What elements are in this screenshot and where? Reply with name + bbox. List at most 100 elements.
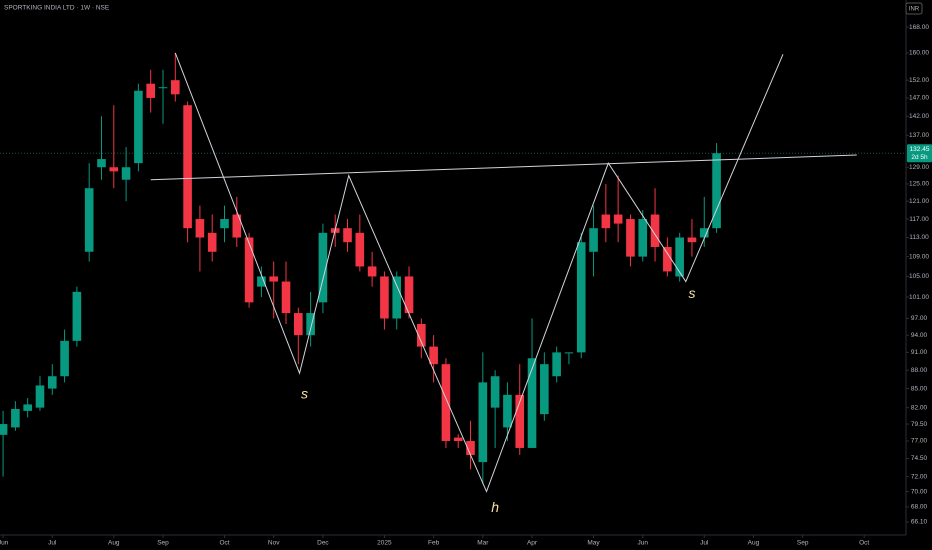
y-tick-label: 137.00 bbox=[909, 132, 929, 139]
candle-body bbox=[306, 313, 315, 336]
candle-body bbox=[11, 408, 20, 428]
y-tick-label: 79.50 bbox=[911, 421, 928, 428]
candle-body bbox=[503, 394, 512, 428]
y-tick-label: 168.00 bbox=[909, 24, 929, 31]
x-tick-label: Mar bbox=[477, 540, 489, 547]
y-tick-label: 147.00 bbox=[909, 95, 929, 102]
candle-body bbox=[650, 214, 660, 247]
candle-body bbox=[294, 313, 303, 336]
y-tick-label: 109.00 bbox=[909, 253, 929, 260]
candle-body bbox=[195, 219, 205, 238]
pattern-label: s bbox=[301, 386, 308, 402]
y-tick-label: 74.50 bbox=[911, 455, 928, 462]
y-tick-label: 105.00 bbox=[909, 273, 929, 280]
y-tick-label: 66.10 bbox=[911, 519, 928, 526]
y-tick-label: 142.00 bbox=[909, 113, 929, 120]
candle-body bbox=[712, 153, 721, 229]
x-tick-label: Oct bbox=[859, 540, 869, 547]
candle-body bbox=[392, 276, 402, 319]
last-price-box bbox=[907, 144, 932, 163]
y-tick-label: 121.00 bbox=[909, 198, 929, 205]
y-tick-label: 91.00 bbox=[911, 349, 928, 356]
pattern-label: s bbox=[688, 285, 695, 301]
x-tick-label: Sep bbox=[157, 540, 169, 547]
neckline bbox=[150, 154, 857, 181]
candle-body bbox=[453, 437, 463, 442]
candle-body bbox=[60, 340, 69, 377]
candle-body bbox=[257, 276, 266, 287]
candle-body bbox=[564, 352, 574, 354]
x-tick-label: 2025 bbox=[377, 540, 392, 547]
y-tick-label: 160.00 bbox=[909, 50, 929, 57]
candle-body bbox=[540, 364, 549, 415]
candle-body bbox=[220, 219, 229, 229]
candle-body bbox=[109, 167, 119, 172]
candle-body bbox=[663, 246, 672, 272]
x-tick-label: Dec bbox=[317, 540, 329, 547]
candle-body bbox=[121, 167, 131, 180]
candle-body bbox=[158, 87, 168, 89]
candle-body bbox=[232, 214, 242, 238]
candle-body bbox=[675, 237, 684, 277]
y-tick-label: 88.00 bbox=[911, 367, 928, 374]
y-tick-label: 101.00 bbox=[909, 294, 929, 301]
candle-body bbox=[72, 291, 82, 341]
candle-body bbox=[47, 376, 57, 389]
candle-body bbox=[699, 228, 709, 238]
candle-body bbox=[207, 232, 217, 252]
chart-title: SPORTKING INDIA LTD · 1W · NSE bbox=[4, 5, 110, 12]
x-tick-label: Jun bbox=[0, 540, 9, 547]
y-tick-label: 129.00 bbox=[909, 164, 929, 171]
candle-body bbox=[527, 358, 537, 448]
y-tick-label: 68.00 bbox=[911, 504, 928, 511]
x-tick-label: Oct bbox=[219, 540, 229, 547]
y-tick-label: 70.00 bbox=[911, 488, 928, 495]
candle-body bbox=[318, 232, 328, 303]
x-tick-label: Nov bbox=[268, 540, 280, 547]
y-tick-label: 125.00 bbox=[909, 181, 929, 188]
candle-body bbox=[134, 90, 143, 164]
candle-body bbox=[23, 404, 32, 411]
y-tick-label: 113.00 bbox=[909, 234, 929, 241]
candle-body bbox=[441, 364, 451, 442]
candle-body bbox=[601, 214, 611, 229]
candle-body bbox=[515, 394, 525, 448]
candle-body bbox=[146, 83, 155, 98]
y-tick-label: 85.00 bbox=[911, 385, 928, 392]
candle-body bbox=[244, 237, 254, 303]
candle-body bbox=[626, 219, 635, 257]
x-tick-label: Aug bbox=[108, 540, 120, 547]
y-tick-label: 117.00 bbox=[909, 216, 929, 223]
x-tick-label: Sep bbox=[797, 540, 809, 547]
candle-body bbox=[35, 385, 45, 408]
candle-body bbox=[0, 424, 8, 435]
candle-body bbox=[380, 276, 389, 319]
candle-body bbox=[429, 346, 438, 365]
candle-body bbox=[183, 105, 192, 229]
y-tick-label: 72.00 bbox=[911, 473, 928, 480]
candle-body bbox=[576, 242, 586, 353]
candle-body bbox=[404, 276, 414, 314]
x-tick-label: Aug bbox=[748, 540, 760, 547]
candle-body bbox=[478, 382, 488, 463]
candle-body bbox=[417, 324, 426, 347]
candle-body bbox=[343, 228, 352, 243]
currency-box bbox=[905, 2, 923, 15]
candle-body bbox=[490, 376, 500, 408]
pattern-line bbox=[174, 52, 784, 493]
currency: INR bbox=[909, 7, 920, 13]
candle-body bbox=[97, 159, 106, 168]
candle-body bbox=[367, 266, 377, 277]
x-tick-label: Jul bbox=[48, 540, 57, 547]
candle-body bbox=[589, 228, 598, 252]
y-tick-label: 152.00 bbox=[909, 77, 929, 84]
x-tick-label: May bbox=[587, 540, 600, 547]
candle-body bbox=[170, 80, 180, 95]
y-tick-label: 97.00 bbox=[911, 315, 928, 322]
y-tick-label: 82.00 bbox=[911, 404, 928, 411]
candle-body bbox=[355, 232, 365, 267]
candle-body bbox=[687, 237, 697, 243]
candle-body bbox=[269, 276, 279, 282]
